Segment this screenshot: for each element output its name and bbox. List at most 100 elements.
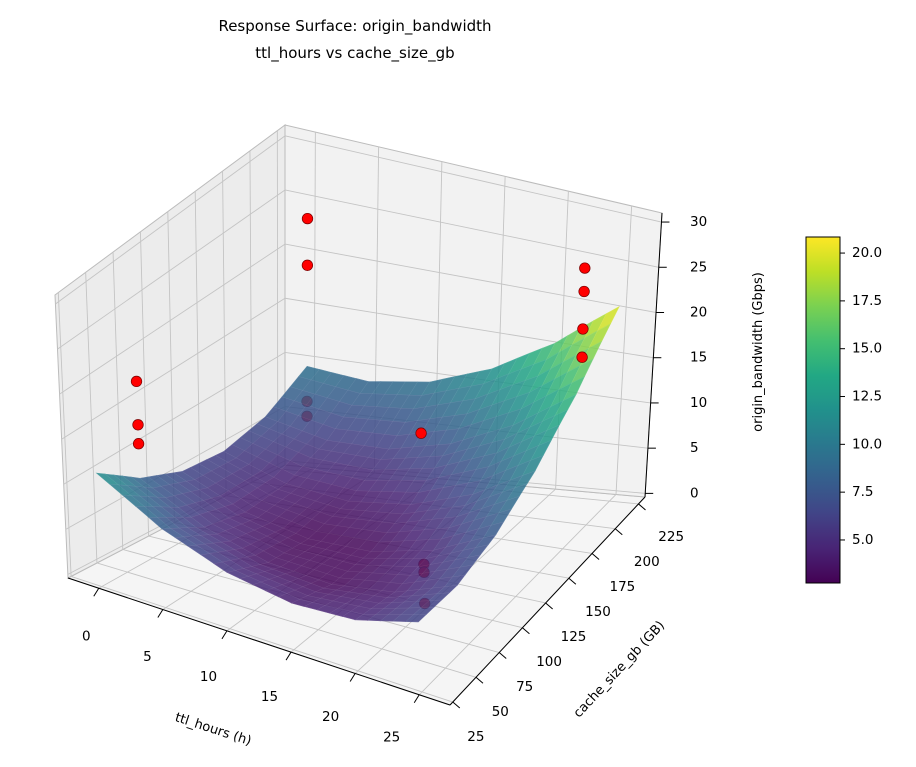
grid-line bbox=[65, 406, 286, 530]
x-tick-label: 10 bbox=[200, 669, 217, 685]
x-tick-mark bbox=[221, 630, 228, 640]
y-tick-mark bbox=[545, 602, 553, 610]
colorbar: 5.0 7.5 10.0 12.5 15.0 17.5 20.0 bbox=[805, 236, 882, 584]
y-tick-label: 225 bbox=[658, 529, 684, 545]
surface-mesh-line bbox=[392, 320, 594, 622]
surface-mesh-line bbox=[281, 358, 594, 423]
z-tick-label: 25 bbox=[690, 259, 707, 275]
y-tick-label: 175 bbox=[610, 579, 636, 595]
grid-line bbox=[112, 252, 124, 550]
scatter-point bbox=[578, 285, 590, 298]
z-tick-label: 0 bbox=[690, 485, 699, 501]
surface-mesh-line bbox=[248, 424, 560, 471]
surface-mesh-line bbox=[265, 373, 468, 592]
x-axis-line bbox=[67, 577, 451, 706]
y-tick-label: 125 bbox=[561, 629, 587, 645]
colorbar-tick-label: 15.0 bbox=[852, 341, 882, 357]
surface-facet bbox=[404, 614, 427, 623]
grid-line bbox=[418, 494, 617, 696]
axis-lines bbox=[67, 212, 670, 709]
surface-mesh-line bbox=[227, 381, 431, 573]
grid-line bbox=[85, 272, 98, 563]
surface-mesh-line bbox=[265, 394, 577, 450]
surface-mesh-line bbox=[316, 358, 518, 611]
z-axis-line bbox=[644, 212, 663, 498]
surface-mesh-line bbox=[418, 306, 620, 623]
z-tick-label: 30 bbox=[690, 214, 707, 230]
surface-mesh-line bbox=[215, 455, 528, 515]
surface-mesh-line bbox=[173, 472, 489, 559]
scatter-point bbox=[415, 427, 427, 439]
y-tick-mark bbox=[614, 528, 623, 536]
x-tick-mark bbox=[349, 673, 356, 682]
grid-line bbox=[63, 352, 286, 485]
surface-mesh-line bbox=[162, 381, 369, 530]
surface-mesh-line bbox=[329, 353, 530, 614]
colorbar-tick-label: 5.0 bbox=[852, 532, 873, 548]
chart-title-line-2: ttl_hours vs cache_size_gb bbox=[255, 44, 454, 63]
x-tick-mark bbox=[157, 609, 164, 618]
surface-mesh-line bbox=[131, 476, 450, 598]
surface-mesh-line bbox=[342, 348, 543, 617]
x-tick-label: 25 bbox=[383, 729, 400, 745]
surface-mesh-line bbox=[113, 474, 434, 609]
grid-line bbox=[194, 191, 201, 510]
y-tick-mark bbox=[475, 676, 484, 684]
surface-mesh-line bbox=[109, 369, 320, 489]
chart-title-line-1: Response Surface: origin_bandwidth bbox=[218, 17, 491, 36]
y-axis-line bbox=[449, 496, 646, 706]
scatter-point bbox=[301, 212, 314, 225]
surface-mesh-line bbox=[298, 323, 611, 396]
y-tick-mark bbox=[568, 577, 577, 585]
surface-mesh-line bbox=[307, 306, 620, 383]
surface-mesh-line bbox=[214, 381, 418, 564]
scatter-point bbox=[301, 259, 314, 271]
surface-mesh-line bbox=[290, 341, 602, 410]
surface-mesh-line bbox=[367, 335, 568, 621]
x-tick-mark bbox=[413, 694, 420, 704]
grid-line bbox=[284, 243, 657, 313]
surface-mesh-line bbox=[188, 381, 394, 547]
surface-mesh-line bbox=[190, 467, 504, 543]
y-tick-mark bbox=[522, 627, 530, 635]
y-tick-label: 25 bbox=[467, 729, 484, 745]
scatter-point bbox=[576, 351, 588, 363]
colorbar-tick-label: 12.5 bbox=[852, 389, 882, 405]
y-tick-mark bbox=[638, 503, 646, 511]
y-tick-label: 75 bbox=[516, 679, 533, 695]
x-tick-label: 5 bbox=[143, 649, 152, 665]
surface-mesh-line bbox=[304, 363, 505, 607]
surface-mesh-line bbox=[223, 451, 536, 505]
scatter-point bbox=[132, 419, 144, 431]
scatter-point bbox=[579, 262, 591, 274]
surface-mesh-line bbox=[135, 375, 345, 508]
z-axis-label: origin_bandwidth (Gbps) bbox=[751, 272, 766, 432]
grid-line bbox=[615, 205, 633, 495]
y-tick-mark bbox=[498, 652, 507, 659]
x-tick-mark bbox=[285, 651, 292, 661]
x-tick-label: 20 bbox=[322, 709, 339, 725]
surface-mesh-line bbox=[231, 444, 544, 493]
grid-line bbox=[57, 189, 286, 350]
colorbar-gradient bbox=[805, 236, 841, 584]
surface-mesh-line bbox=[105, 473, 427, 615]
scatter-point bbox=[577, 323, 589, 335]
y-tick-mark bbox=[452, 701, 461, 709]
x-axis-label: ttl_hours (h) bbox=[173, 710, 253, 749]
grid-line bbox=[249, 150, 253, 483]
surface-mesh-line bbox=[148, 378, 357, 518]
surface-mesh-line bbox=[256, 409, 568, 460]
surface-mesh-line bbox=[207, 459, 520, 524]
grid-line bbox=[96, 562, 477, 678]
y-tick-label: 200 bbox=[634, 554, 660, 570]
surface-mesh-line bbox=[122, 475, 442, 604]
grid-line bbox=[59, 243, 286, 395]
surface-mesh-line bbox=[96, 366, 308, 479]
y-tick-mark bbox=[591, 553, 600, 560]
grid-line bbox=[284, 135, 662, 223]
surface-mesh-line bbox=[405, 313, 607, 622]
surface-mesh-line bbox=[181, 471, 496, 552]
y-tick-label: 50 bbox=[492, 704, 509, 720]
colorbar-tick-label: 17.5 bbox=[852, 293, 882, 309]
